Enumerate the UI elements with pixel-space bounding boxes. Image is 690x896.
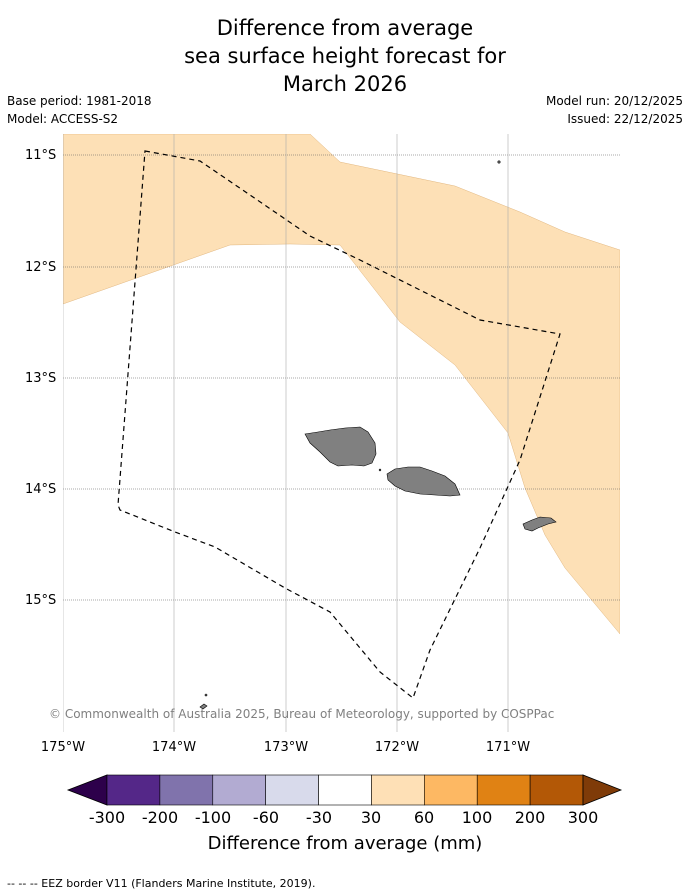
- model-run: Model run: 20/12/2025: [545, 94, 683, 108]
- lon-label-171w: 171°W: [485, 740, 531, 755]
- lon-label-175w: 175°W: [40, 740, 86, 755]
- chart-title: Difference from average sea surface heig…: [0, 14, 690, 98]
- colorbar-segment: [424, 774, 478, 806]
- lat-label-11s: 11°S: [25, 148, 57, 163]
- rose-atoll: [497, 160, 501, 164]
- colorbar: [66, 774, 623, 806]
- colorbar-tick-label: -30: [305, 808, 333, 827]
- savaii-island: [304, 426, 377, 467]
- colorbar-tick-label: 300: [567, 808, 599, 827]
- anomaly-region: [63, 134, 620, 635]
- title-line-2: sea surface height forecast for: [184, 44, 506, 68]
- colorbar-segment: [106, 774, 161, 806]
- issued-date: Issued: 22/12/2025: [567, 112, 683, 126]
- colorbar-tick-label: 200: [514, 808, 546, 827]
- lon-label-172w: 172°W: [374, 740, 420, 755]
- tutuila-island: [522, 516, 557, 532]
- lat-label-13s: 13°S: [25, 371, 57, 386]
- colorbar-segment: [529, 774, 584, 806]
- colorbar-segment: [212, 774, 266, 806]
- lon-label-173w: 173°W: [263, 740, 309, 755]
- colorbar-segment: [476, 774, 531, 806]
- colorbar-tick-label: 60: [413, 808, 435, 827]
- colorbar-tick-label: 100: [461, 808, 493, 827]
- lat-label-12s: 12°S: [25, 260, 57, 275]
- colorbar-segment: [318, 774, 372, 806]
- colorbar-tick-label: 30: [360, 808, 382, 827]
- colorbar-segment: [265, 774, 319, 806]
- upolu-island: [386, 466, 461, 497]
- colorbar-min-extend: [66, 774, 108, 806]
- model-name: Model: ACCESS-S2: [7, 112, 119, 126]
- colorbar-title: Difference from average (mm): [207, 833, 483, 854]
- colorbar-tick-label: -100: [194, 808, 232, 827]
- lat-label-15s: 15°S: [25, 593, 57, 608]
- small-islet: [204, 693, 208, 697]
- base-period: Base period: 1981-2018: [7, 94, 152, 108]
- longitude-gridlines: [63, 134, 509, 732]
- colorbar-tick-label: -200: [141, 808, 179, 827]
- title-line-1: Difference from average: [216, 16, 474, 40]
- samoa-islands: [199, 160, 557, 710]
- copyright-notice: © Commonwealth of Australia 2025, Bureau…: [49, 707, 554, 721]
- lat-label-14s: 14°S: [25, 482, 57, 497]
- colorbar-tick-label: -300: [88, 808, 126, 827]
- colorbar-tick-label: -60: [252, 808, 280, 827]
- swains-island: [199, 703, 208, 710]
- manono-islet: [378, 468, 382, 472]
- colorbar-segment: [371, 774, 425, 806]
- eez-legend-note: -- -- -- EEZ border V11 (Flanders Marine…: [7, 877, 316, 890]
- colorbar-segment: [159, 774, 214, 806]
- lon-label-174w: 174°W: [151, 740, 197, 755]
- title-line-3: March 2026: [282, 72, 408, 96]
- colorbar-max-extend: [582, 774, 623, 806]
- eez-border: [117, 150, 561, 699]
- latitude-gridlines: [63, 154, 620, 601]
